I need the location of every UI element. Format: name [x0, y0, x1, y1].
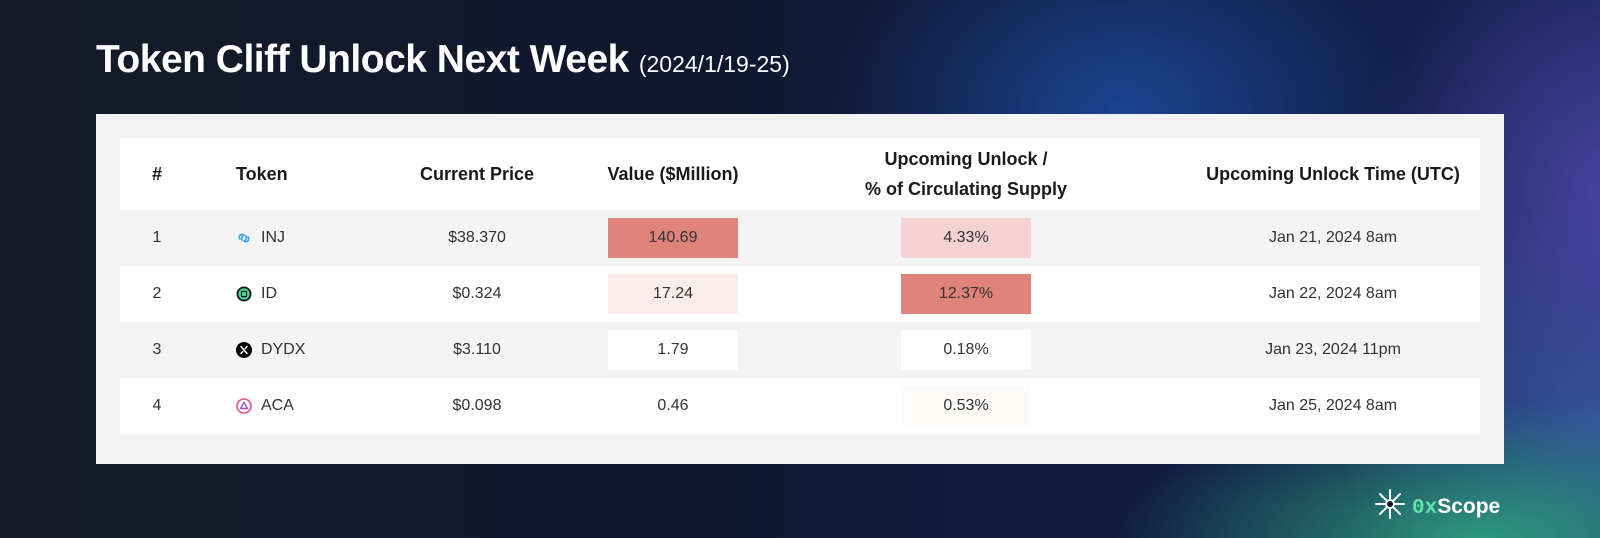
acala-icon — [236, 398, 252, 414]
header-value: Value ($Million) — [607, 163, 739, 184]
header-time: Upcoming Unlock Time (UTC) — [1206, 163, 1460, 184]
unlock-heat-box: 0.53% — [901, 386, 1031, 426]
unlock-heat-box: 4.33% — [901, 218, 1031, 258]
time-cell: Jan 23, 2024 11pm — [1265, 341, 1401, 358]
value-heat-box: 140.69 — [608, 218, 738, 258]
price-cell: $0.324 — [452, 285, 502, 302]
title-main: Token Cliff Unlock Next Week — [96, 38, 629, 81]
row-num: 3 — [152, 341, 162, 358]
price-cell: $38.370 — [448, 229, 506, 246]
token-name: ID — [261, 285, 277, 302]
space-id-icon — [236, 286, 252, 302]
value-cell: 17.24 — [600, 274, 746, 314]
value-cell: 140.69 — [600, 218, 746, 258]
brand-prefix: 0x — [1412, 496, 1438, 520]
header-unlock-line1: Upcoming Unlock / — [884, 149, 1048, 169]
unlock-table: # Token Current Price Value ($Million) U… — [120, 138, 1480, 434]
value-cell: 0.46 — [600, 386, 746, 426]
header-price: Current Price — [419, 163, 535, 184]
page-title: Token Cliff Unlock Next Week (2024/1/19-… — [96, 38, 790, 82]
token-cell: ACA — [194, 397, 354, 415]
table-row: 3 DYDX $3.110 1.79 0.18% Jan 23, 2024 11… — [120, 322, 1480, 378]
value-heat-box: 0.46 — [608, 386, 738, 426]
row-num: 2 — [152, 285, 162, 302]
token-name: ACA — [261, 397, 294, 414]
unlock-cell: 4.33% — [746, 218, 1186, 258]
brand-name: Scope — [1437, 494, 1501, 518]
table-row: 4 ACA $0.098 0.46 0.53% Jan 25, 2024 8am — [120, 378, 1480, 434]
token-name: DYDX — [261, 341, 306, 358]
header-num: # — [151, 163, 162, 184]
value-heat-box: 1.79 — [608, 330, 738, 370]
price-cell: $3.110 — [453, 341, 501, 358]
unlock-heat-box: 0.18% — [901, 330, 1031, 370]
table-panel: # Token Current Price Value ($Million) U… — [96, 114, 1504, 464]
table-header-row: # Token Current Price Value ($Million) U… — [120, 138, 1480, 210]
value-heat-box: 17.24 — [608, 274, 738, 314]
table-row: 2 ID $0.324 17.24 12.37% Jan 22, 2024 8a… — [120, 266, 1480, 322]
unlock-cell: 0.18% — [746, 330, 1186, 370]
unlock-cell: 12.37% — [746, 274, 1186, 314]
row-num: 4 — [152, 397, 162, 414]
unlock-cell: 0.53% — [746, 386, 1186, 426]
time-cell: Jan 21, 2024 8am — [1268, 229, 1398, 246]
header-unlock-line2: % of Circulating Supply — [864, 179, 1067, 199]
time-cell: Jan 22, 2024 8am — [1268, 285, 1398, 302]
unlock-heat-box: 12.37% — [901, 274, 1031, 314]
row-num: 1 — [152, 229, 162, 246]
token-cell: INJ — [194, 229, 354, 247]
injective-icon — [236, 230, 252, 246]
table-row: 1 INJ $38.370 140.69 4.33% Jan 21, 2024 … — [120, 210, 1480, 266]
token-cell: DYDX — [194, 341, 354, 359]
sparkle-icon — [1374, 488, 1406, 526]
price-cell: $0.098 — [452, 397, 502, 414]
value-cell: 1.79 — [600, 330, 746, 370]
time-cell: Jan 25, 2024 8am — [1268, 397, 1398, 414]
dydx-icon — [236, 342, 252, 358]
title-date-range: (2024/1/19-25) — [638, 51, 790, 77]
header-token: Token — [236, 163, 288, 184]
token-cell: ID — [194, 285, 354, 303]
brand-logo: 0xScope — [1374, 488, 1500, 526]
token-name: INJ — [261, 229, 285, 246]
header-unlock: Upcoming Unlock / % of Circulating Suppl… — [746, 144, 1186, 204]
